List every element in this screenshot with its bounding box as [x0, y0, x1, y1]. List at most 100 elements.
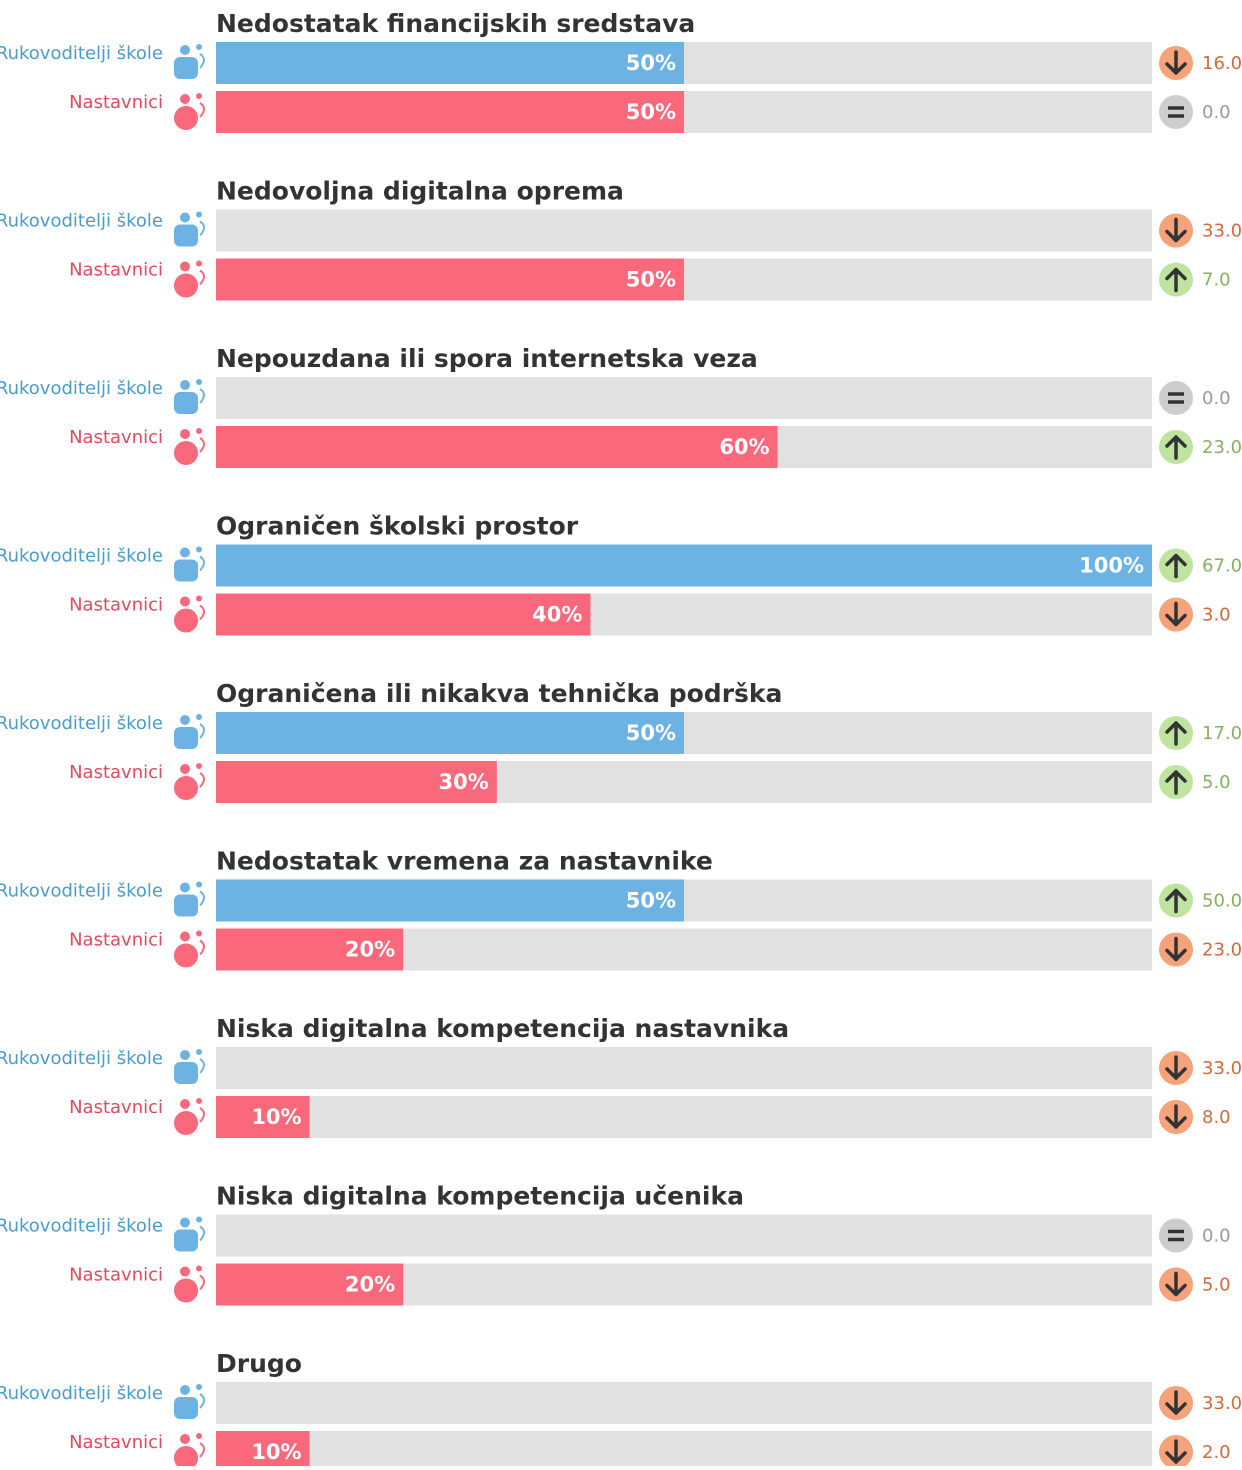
- bar-unit: %: [374, 1273, 395, 1297]
- person-icon: [199, 939, 205, 956]
- change-label: 33.0: [1202, 1393, 1242, 1414]
- change-label: 2.0: [1202, 1442, 1231, 1463]
- person-icon: [180, 1217, 190, 1228]
- bar-track: [216, 1382, 1152, 1424]
- bar-label: 40%: [532, 603, 582, 627]
- bar-track: [216, 1096, 1152, 1138]
- change-icon: [1165, 721, 1187, 746]
- person-icon: [196, 546, 202, 553]
- person-icon: [199, 1274, 205, 1291]
- person-icon: [180, 715, 190, 725]
- person-icon: [174, 1111, 198, 1135]
- bar-value: 20: [345, 938, 374, 962]
- bar-unit: %: [281, 1105, 302, 1129]
- person-icon: [180, 1050, 190, 1060]
- bar-track: [216, 209, 1152, 252]
- person-icon: [180, 596, 190, 607]
- person-icon: [174, 441, 198, 465]
- person-icon: [199, 220, 205, 237]
- bar-label: 50%: [626, 889, 676, 913]
- series-label: Nastavnici: [69, 1265, 163, 1286]
- person-icon: [174, 106, 198, 130]
- person-icon: [196, 211, 202, 218]
- person-icon: [174, 273, 198, 298]
- bar-value: 10: [251, 1440, 280, 1464]
- person-icon: [199, 1107, 205, 1123]
- category-title: Nedostatak financijskih sredstava: [216, 9, 695, 38]
- person-icon: [180, 45, 190, 55]
- change-label: 23.0: [1202, 437, 1242, 458]
- bar: [216, 712, 684, 754]
- bar-track: [216, 1047, 1152, 1089]
- bar-value: 30: [439, 770, 468, 794]
- person-icon: [199, 53, 205, 69]
- series-label: Nastavnici: [69, 427, 163, 448]
- bar: [216, 91, 684, 133]
- person-icon: [180, 212, 190, 223]
- person-icon: [199, 604, 205, 621]
- bar-unit: %: [374, 938, 395, 962]
- person-icon: [196, 930, 202, 937]
- bar-unit: %: [1123, 554, 1144, 578]
- person-icon: [199, 1058, 205, 1074]
- change-icon: [1168, 1229, 1184, 1242]
- bar: [216, 1096, 310, 1138]
- bar-value: 10: [251, 1105, 280, 1129]
- person-icon: [199, 890, 205, 907]
- bar: [216, 426, 778, 468]
- bar-track: [216, 1214, 1152, 1257]
- change-label: 5.0: [1202, 772, 1231, 793]
- change-label: 16.0: [1202, 53, 1242, 74]
- person-icon: [196, 1098, 202, 1104]
- bar: [216, 761, 497, 803]
- bar-label: 10%: [251, 1105, 301, 1129]
- series-label: Nastavnici: [69, 260, 163, 281]
- person-icon: [174, 608, 198, 633]
- bar-label: 60%: [719, 435, 769, 459]
- bar-unit: %: [655, 889, 676, 913]
- bar-unit: %: [655, 721, 676, 745]
- series-label: Rukovoditelji škole: [0, 43, 163, 64]
- change-icon: [1165, 1439, 1187, 1464]
- change-icon: [1165, 435, 1187, 460]
- bar-unit: %: [281, 1440, 302, 1464]
- change-icon: [1165, 553, 1187, 579]
- series-label: Nastavnici: [69, 762, 163, 783]
- change-icon: [1165, 50, 1187, 75]
- change-icon: [1159, 381, 1193, 415]
- person-icon: [174, 894, 198, 917]
- change-label: 23.0: [1202, 940, 1242, 961]
- bar-label: 50%: [626, 51, 676, 75]
- bar-value: 20: [345, 1273, 374, 1297]
- person-icon: [196, 881, 202, 888]
- bar-unit: %: [561, 603, 582, 627]
- change-icon: [1159, 95, 1193, 129]
- change-icon: [1165, 936, 1187, 962]
- bar-value: 50: [626, 100, 655, 124]
- series-label: Nastavnici: [69, 595, 163, 616]
- person-icon: [196, 260, 202, 267]
- bar-unit: %: [749, 435, 770, 459]
- bar-value: 50: [626, 51, 655, 75]
- person-icon: [196, 428, 202, 434]
- person-icon: [180, 1266, 190, 1277]
- change-icon: [1159, 1218, 1193, 1253]
- person-icon: [199, 269, 205, 286]
- change-icon: [1165, 217, 1187, 243]
- change-icon: [1165, 1055, 1187, 1080]
- person-icon: [174, 57, 198, 79]
- person-icon: [180, 764, 190, 774]
- change-icon: [1165, 770, 1187, 795]
- person-icon: [196, 44, 202, 50]
- change-icon: [1165, 1390, 1187, 1415]
- category-title: Ograničena ili nikakva tehnička podrška: [216, 679, 782, 708]
- change-label: 0.0: [1202, 1226, 1231, 1247]
- person-icon: [180, 931, 190, 942]
- bar-label: 20%: [345, 1273, 395, 1297]
- series-label: Rukovoditelji škole: [0, 546, 163, 567]
- category-title: Niska digitalna kompetencija nastavnika: [216, 1014, 789, 1043]
- series-label: Rukovoditelji škole: [0, 713, 163, 734]
- change-icon: [1165, 1104, 1187, 1129]
- category-title: Nedostatak vremena za nastavnike: [216, 847, 713, 876]
